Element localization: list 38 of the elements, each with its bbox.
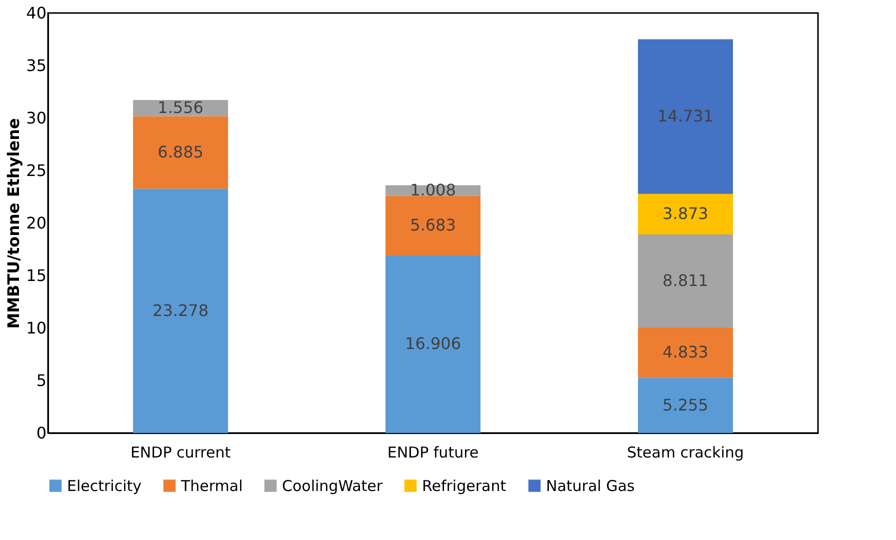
legend-label: Thermal [180, 476, 243, 495]
bar [638, 378, 733, 433]
y-tick-label: 25 [26, 161, 46, 180]
data-label: 4.833 [662, 342, 708, 362]
bar [386, 255, 480, 433]
data-label: 23.278 [152, 300, 209, 320]
bar [638, 234, 733, 328]
bar [638, 39, 733, 194]
bar [133, 188, 228, 433]
data-label: 1.556 [158, 98, 204, 118]
bar [386, 196, 480, 256]
x-tick-label: ENDP future [387, 444, 479, 462]
y-axis-title: MMBTU/tonne Ethylene [4, 118, 24, 329]
data-label: 8.811 [662, 270, 708, 290]
x-tick-label: ENDP current [130, 444, 231, 462]
bar [638, 194, 733, 235]
y-tick-label: 0 [36, 424, 46, 442]
y-tick-label: 30 [26, 108, 46, 128]
data-label: 1.008 [410, 180, 456, 200]
data-label: 16.906 [405, 334, 461, 354]
bar [638, 327, 733, 378]
legend-label: CoolingWater [282, 476, 384, 495]
y-tick-label: 20 [26, 214, 46, 232]
y-tick-label: 10 [26, 318, 46, 338]
data-label: 14.731 [657, 106, 714, 126]
data-label: 5.255 [662, 395, 708, 414]
bar [133, 116, 228, 189]
data-label: 3.873 [662, 204, 708, 224]
y-tick-label: 35 [26, 56, 46, 75]
legend-label: Refrigerant [422, 476, 506, 495]
y-tick-label: 40 [26, 4, 46, 22]
legend-label: Natural Gas [546, 476, 635, 495]
x-tick-label: Steam cracking [626, 444, 744, 462]
data-label: 5.683 [410, 216, 456, 235]
legend-label: Electricity [67, 476, 142, 495]
y-tick-label: 15 [26, 266, 46, 285]
data-label: 6.885 [158, 142, 204, 162]
y-tick-label: 5 [36, 371, 46, 390]
